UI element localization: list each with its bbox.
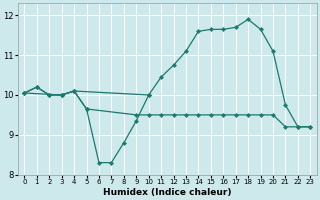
X-axis label: Humidex (Indice chaleur): Humidex (Indice chaleur) (103, 188, 232, 197)
